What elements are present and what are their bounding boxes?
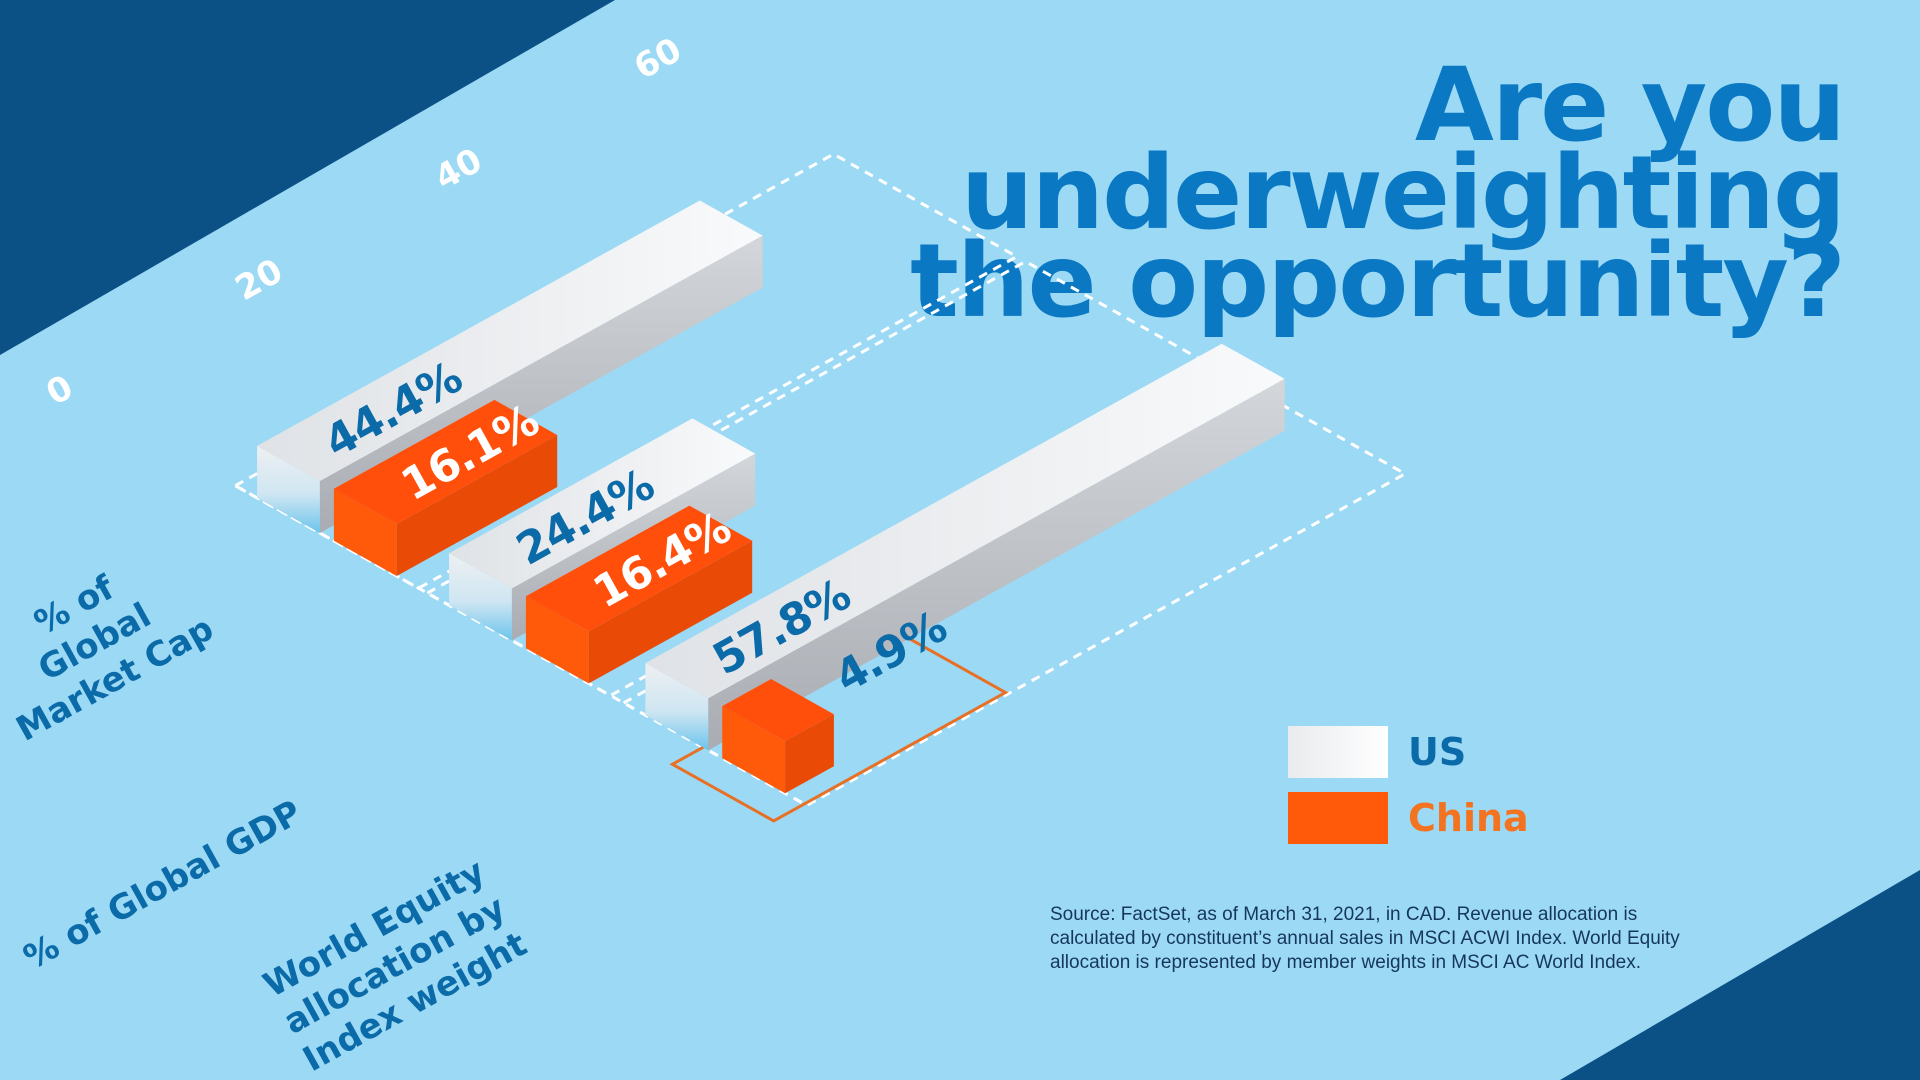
us-bar-top-face	[645, 343, 1285, 699]
category-label-line: % of Global GDP	[17, 793, 308, 979]
axis-tick-40: 40	[428, 141, 489, 199]
axis-tick-20: 20	[229, 251, 290, 309]
us-bar-end-face	[449, 553, 512, 641]
legend: US China	[1288, 726, 1529, 858]
grid-plane-2	[424, 259, 1212, 698]
us-bar-3	[645, 343, 1285, 751]
category-label-2: % of Global GDP	[17, 793, 308, 979]
title-line-1: Are you	[1414, 46, 1846, 165]
top-left-corner-band	[0, 0, 615, 355]
china-bar-front-face	[785, 714, 834, 794]
china-bar-top-face	[525, 505, 753, 632]
axis-tick-0: 0	[40, 367, 80, 413]
china-bar-top-face	[722, 679, 834, 742]
china-bar-end-face	[333, 488, 397, 576]
bars	[257, 200, 1285, 794]
china-bar-front-face	[588, 540, 753, 684]
us-bar-top-face	[449, 418, 756, 589]
title-line-3: the opportunity?	[910, 222, 1846, 341]
china-bar-end-face	[525, 596, 589, 684]
us-bar-end-face	[257, 445, 320, 533]
category-label-3: World Equityallocation byIndex weight	[256, 851, 534, 1080]
axis-tick-60: 60	[628, 30, 689, 88]
us-bar-front-face	[708, 378, 1285, 751]
china-bar-end-face	[722, 706, 786, 794]
china-bar-3	[722, 679, 834, 794]
us-bar-end-face	[645, 663, 709, 751]
china-bar-1	[333, 399, 558, 576]
source-note: Source: FactSet, as of March 31, 2021, i…	[1050, 904, 1680, 973]
china-bar-front-face	[396, 435, 558, 576]
legend-swatch-us	[1288, 726, 1388, 778]
grid-baseline	[234, 484, 808, 807]
china-bar-2	[525, 505, 753, 684]
china-bar-top-face	[333, 399, 558, 524]
bottom-right-corner-band	[1560, 870, 1920, 1080]
legend-label-china: China	[1408, 796, 1529, 840]
category-labels: % ofGlobalMarket Cap % of Global GDPWorld…	[0, 535, 534, 1080]
legend-label-us: US	[1408, 730, 1467, 774]
us-bar-top-face	[257, 200, 763, 481]
title-line-2: underweighting	[960, 134, 1846, 253]
page-title: Are you underweighting the opportunity?	[910, 46, 1846, 341]
legend-swatch-china	[1288, 792, 1388, 844]
category-label-1: % ofGlobalMarket Cap	[0, 535, 220, 749]
legend-item-china: China	[1288, 792, 1529, 844]
legend-item-us: US	[1288, 726, 1529, 778]
